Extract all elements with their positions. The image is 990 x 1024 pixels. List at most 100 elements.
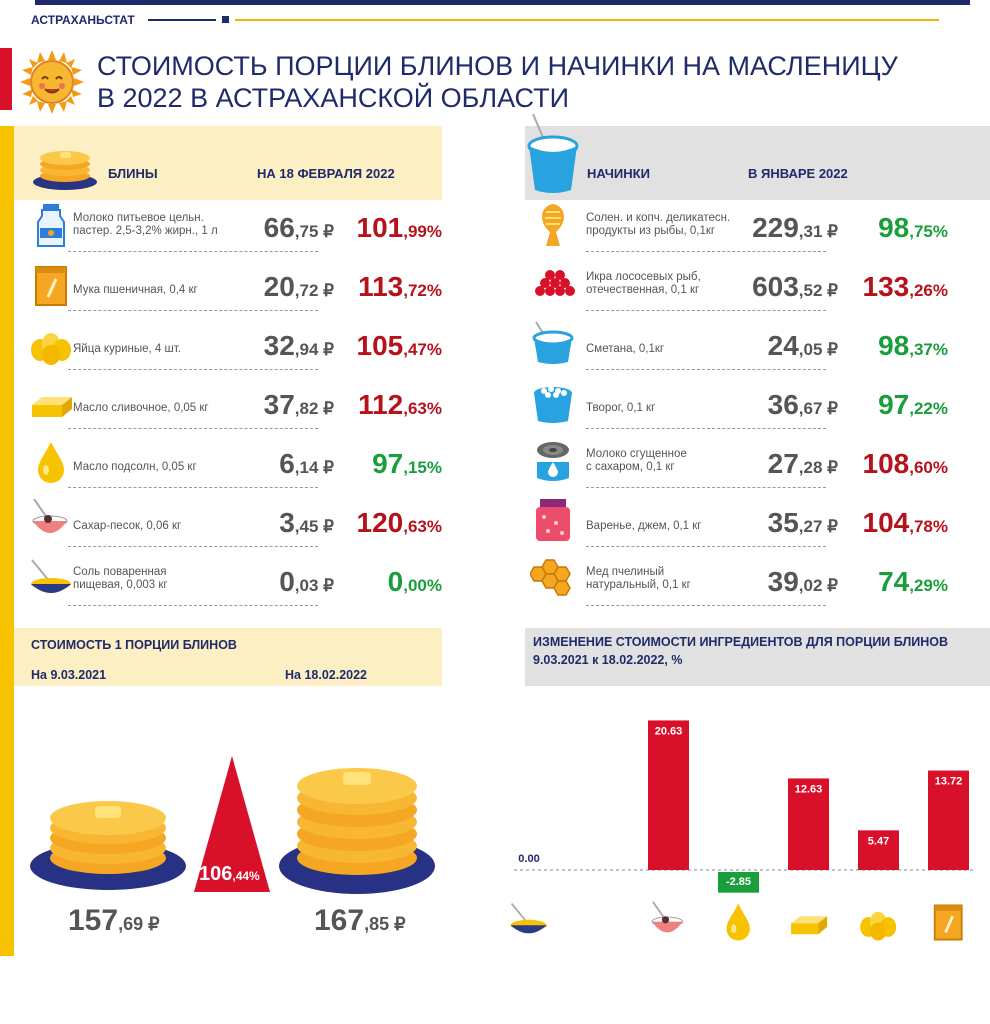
fillings-row: Сметана, 0,1кг 24,05 ₽ 98,37% [530,320,948,370]
item-price: 229,31 ₽ [752,212,838,243]
fillings-row: Варенье, джем, 0,1 кг 35,27 ₽ 104,78% [530,497,948,547]
milk-bottle-icon [28,202,74,248]
fillings-row: Солен. и копч. деликатесн. продукты из ры… [530,202,948,252]
item-percent: 0,00% [387,566,442,597]
row-divider [586,369,826,370]
portion-date-2021: На 9.03.2021 [31,668,107,682]
row-divider [586,428,826,429]
cottage-cheese-bucket-icon [530,379,576,425]
item-name: Икра лососевых рыб, отечественная, 0,1 кг [586,271,701,296]
left-gold-bar [0,126,14,956]
item-price: 36,67 ₽ [767,389,838,420]
blini-row: Масло сливочное, 0,05 кг 37,82 ₽ 112,63% [28,379,442,429]
portion-change-percent: 106,44% [199,863,260,885]
row-divider [586,605,826,606]
row-divider [68,605,318,606]
increase-triangle [194,756,270,892]
item-name: Варенье, джем, 0,1 кг [586,520,702,532]
item-name: Молоко сгущенное с сахаром, 0,1 кг [586,448,687,473]
chart-bar [718,872,759,893]
item-percent: 105,47% [356,330,442,361]
item-name: Молоко питьевое цельн. пастер. 2,5-3,2% ж… [73,212,218,237]
item-name: Мед пчелиный натуральный, 0,1 кг [586,566,691,591]
item-percent: 120,63% [356,507,442,538]
chart-bar-group: 5.47 [858,830,899,870]
item-percent: 97,22% [878,389,948,420]
row-divider [68,251,318,252]
blini-row: Яйца куриные, 4 шт. 32,94 ₽ 105,47% [28,320,442,370]
item-price: 6,14 ₽ [279,448,334,479]
chart-bar [928,770,969,870]
blini-row: Молоко питьевое цельн. пастер. 2,5-3,2% ж… [28,202,442,252]
item-price: 20,72 ₽ [263,271,334,302]
chart-bar-group: 20.63 [648,720,689,870]
salt-bowl-icon [28,556,74,602]
blini-label: БЛИНЫ [108,166,158,181]
chart-bar-group: -2.85 [718,872,759,893]
blini-date: НА 18 ФЕВРАЛЯ 2022 [257,166,395,181]
row-divider [68,428,318,429]
portion-title: СТОИМОСТЬ 1 ПОРЦИИ БЛИНОВ [31,638,237,652]
chart-data-label: 0.00 [518,853,539,865]
chart-bar [858,830,899,870]
item-name: Мука пшеничная, 0,4 кг [73,284,198,296]
sun-icon [20,50,84,114]
item-percent: 112,63% [358,389,442,420]
eggs-icon [28,320,74,366]
item-percent: 133,26% [862,271,948,302]
fillings-row: Молоко сгущенное с сахаром, 0,1 кг 27,28 ₽… [530,438,948,488]
blini-panel-header: БЛИНЫ НА 18 ФЕВРАЛЯ 2022 [14,126,442,200]
row-divider [586,251,826,252]
blini-row: Масло подсолн, 0,05 кг 6,14 ₽ 97,15% [28,438,442,488]
item-name: Яйца куриные, 4 шт. [73,343,181,355]
chart-bar [788,778,829,870]
jam-jar-icon [530,497,576,543]
header-navy-line [148,19,216,21]
header-gold-line [235,19,939,21]
fillings-date: В ЯНВАРЕ 2022 [748,166,848,181]
item-price: 24,05 ₽ [767,330,838,361]
honeycomb-icon [529,556,576,602]
portion-cost-header: СТОИМОСТЬ 1 ПОРЦИИ БЛИНОВ На 9.03.2021 Н… [14,628,442,686]
title-red-accent [0,48,12,110]
header-navy-dot [222,16,229,23]
row-divider [586,487,826,488]
chart-title: ИЗМЕНЕНИЕ СТОИМОСТИ ИНГРЕДИЕНТОВ ДЛЯ ПОР… [533,635,948,667]
salt-bowl-icon [510,903,547,934]
item-name: Масло сливочное, 0,05 кг [73,402,209,414]
fish-steak-icon [530,202,576,248]
flour-bag-icon [28,261,74,307]
chart-bar-group: 12.63 [788,778,829,870]
chart-data-label: -2.85 [726,876,751,888]
pancake-stack-2022-icon [279,768,435,894]
item-price: 27,28 ₽ [767,448,838,479]
chart-data-label: 12.63 [795,783,823,795]
item-name: Творог, 0,1 кг [586,402,656,414]
item-name: Сахар-песок, 0,06 кг [73,520,182,532]
pancake-stack-2021-icon [30,801,186,890]
blini-row: Сахар-песок, 0,06 кг 3,45 ₽ 120,63% [28,497,442,547]
item-name: Масло подсолн, 0,05 кг [73,461,197,473]
fillings-row: Мед пчелиный натуральный, 0,1 кг 39,02 ₽ 74… [529,556,948,606]
oil-drop-icon [726,903,750,941]
butter-icon [791,916,828,935]
item-percent: 98,37% [878,330,948,361]
item-price: 39,02 ₽ [767,566,838,597]
agency-name: АСТРАХАНЬСТАТ [31,13,135,27]
fillings-label: НАЧИНКИ [587,166,650,181]
sugar-bowl-icon [651,901,684,933]
row-divider [68,546,318,547]
row-divider [68,487,318,488]
item-price: 32,94 ₽ [263,330,334,361]
condensed-milk-can-icon [530,438,576,484]
item-percent: 108,60% [862,448,948,479]
chart-bar [648,720,689,870]
portion-comparison: 106,44% 157,69 ₽ 167,85 ₽ [14,700,454,960]
top-navy-bar [35,0,970,5]
chart-data-label: 13.72 [935,776,963,788]
portion-price-2022: 167,85 ₽ [314,904,406,937]
blini-row: Соль поваренная пищевая, 0,003 кг 0,03 ₽ 0,… [28,556,442,606]
caviar-icon [530,261,576,307]
item-price: 0,03 ₽ [279,566,334,597]
